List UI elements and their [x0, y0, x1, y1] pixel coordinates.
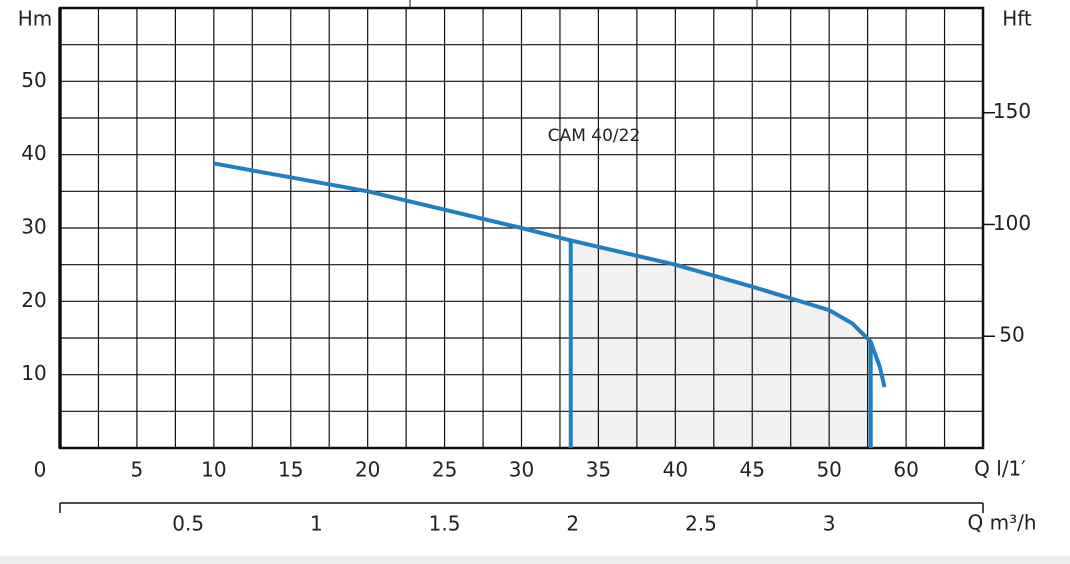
- y2-tick-label: 50: [999, 323, 1024, 347]
- bottom-strip: [0, 556, 1070, 564]
- x2-tick-label: 2.5: [685, 512, 717, 536]
- y-tick-label: 30: [21, 215, 46, 239]
- x-tick-label: 15: [278, 458, 303, 482]
- y2-tick-label: 100: [993, 211, 1031, 235]
- x2-tick-label: 3: [823, 512, 836, 536]
- x-tick-label: 10: [201, 458, 226, 482]
- x2-tick-label: 1: [310, 512, 323, 536]
- y-axis-label: Hm: [18, 7, 53, 31]
- y-tick-label: 50: [21, 68, 46, 92]
- y-tick-label: 20: [21, 288, 46, 312]
- x-tick-label: 30: [509, 458, 534, 482]
- x2-tick-label: 0.5: [172, 512, 204, 536]
- y-tick-label: 40: [21, 141, 46, 165]
- x-tick-label: 50: [816, 458, 841, 482]
- x2-axis-label: Q m³/h: [967, 511, 1036, 535]
- y-tick-label: 10: [21, 361, 46, 385]
- x2-tick-label: 2: [566, 512, 579, 536]
- pump-curve: [213, 161, 887, 388]
- x-tick-label: 25: [432, 458, 457, 482]
- x-tick-label: 40: [663, 458, 688, 482]
- x-axis-label: Q l/1′: [974, 457, 1026, 481]
- x-tick-label: 35: [586, 458, 611, 482]
- x-tick-label: 20: [355, 458, 380, 482]
- y2-axis-label: Hft: [1002, 7, 1032, 31]
- operating-area: [570, 240, 871, 448]
- x-tick-label: 0: [34, 458, 47, 482]
- annotation: CAM 40/22: [548, 126, 641, 146]
- x-tick-label: 5: [131, 458, 144, 482]
- x-tick-label: 60: [893, 458, 918, 482]
- x2-tick-label: 1.5: [429, 512, 461, 536]
- x-tick-label: 45: [740, 458, 765, 482]
- y2-tick-label: 150: [993, 99, 1031, 123]
